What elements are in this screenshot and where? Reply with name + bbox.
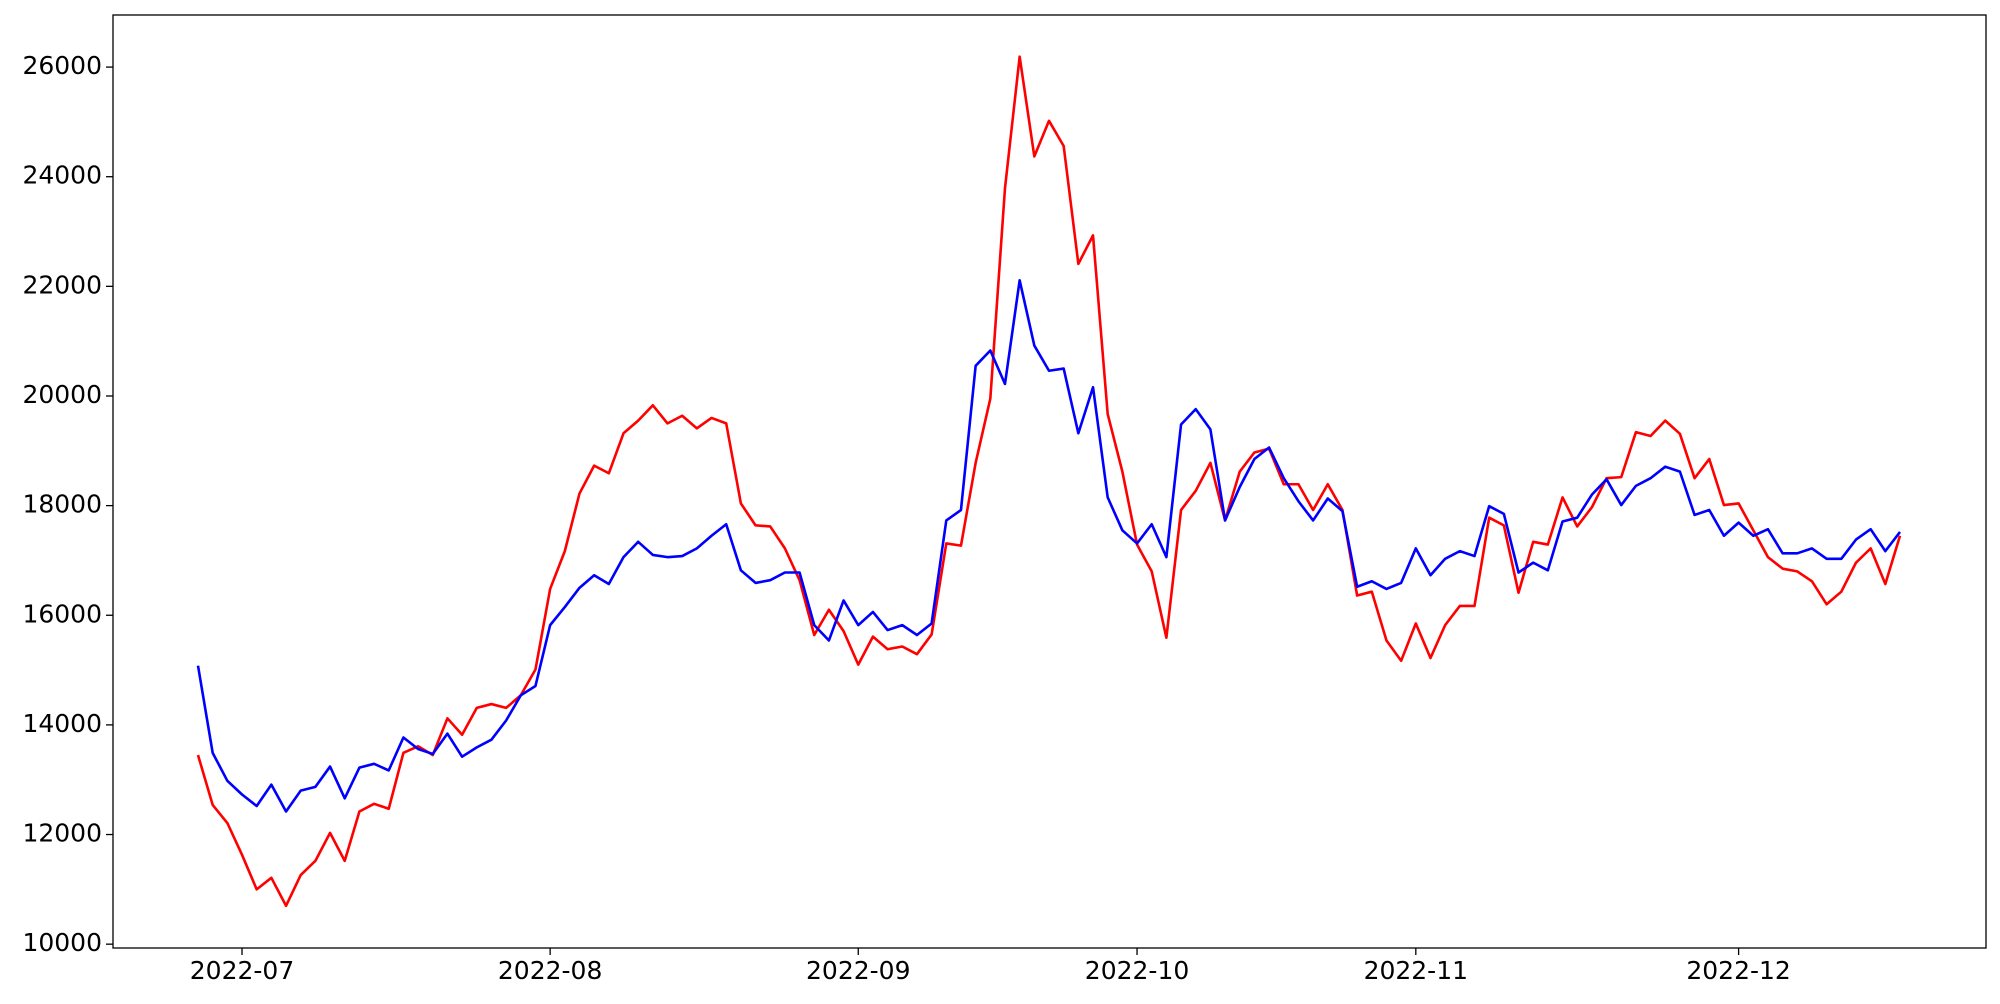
y-tick-label: 14000 [22, 709, 102, 738]
series-line [196, 279, 1902, 813]
y-tick-label: 26000 [22, 51, 102, 80]
y-tick-label: 22000 [22, 270, 102, 299]
x-tick-label: 2022-08 [498, 956, 602, 985]
y-tick-label: 10000 [22, 928, 102, 957]
y-tick-label: 12000 [22, 819, 102, 848]
y-tick-label: 16000 [22, 599, 102, 628]
x-tick-label: 2022-09 [806, 956, 910, 985]
x-tick-label: 2022-12 [1686, 956, 1790, 985]
series-line [196, 55, 1902, 908]
y-tick-label: 20000 [22, 380, 102, 409]
y-tick-label: 24000 [22, 161, 102, 190]
x-tick-label: 2022-11 [1364, 956, 1468, 985]
plot-frame [112, 14, 1987, 949]
x-tick-label: 2022-10 [1085, 956, 1189, 985]
y-tick-label: 18000 [22, 490, 102, 519]
x-tick-label: 2022-07 [190, 956, 294, 985]
